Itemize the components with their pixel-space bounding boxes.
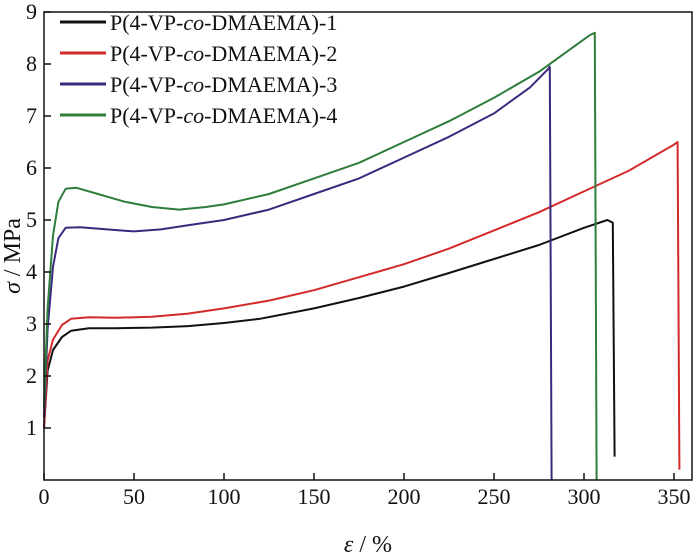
y-axis-unit: / MPa	[0, 218, 26, 282]
legend-label-2: P(4-VP-co-DMAEMA)-2	[110, 41, 337, 66]
x-tick-label: 50	[123, 484, 145, 509]
legend-label-1: P(4-VP-co-DMAEMA)-1	[110, 10, 337, 35]
x-tick-label: 100	[208, 484, 241, 509]
series-line-2	[43, 141, 681, 470]
x-tick-label: 350	[658, 484, 691, 509]
x-tick-label: 300	[568, 484, 601, 509]
y-tick-label: 5	[26, 207, 37, 232]
legend-label-3: P(4-VP-co-DMAEMA)-3	[110, 72, 337, 97]
x-axis-unit: / %	[353, 532, 392, 558]
x-tick-label: 0	[39, 484, 50, 509]
y-axis-title: σ / MPa	[0, 218, 26, 294]
y-tick-label: 7	[26, 103, 37, 128]
x-tick-label: 150	[298, 484, 331, 509]
series-line-4	[43, 31, 598, 481]
y-tick-label: 9	[26, 0, 37, 24]
series-line-1	[43, 219, 616, 457]
series-line-3	[43, 65, 553, 481]
plot-frame	[43, 11, 693, 481]
y-axis-symbol: σ	[0, 281, 26, 294]
y-tick-label: 3	[26, 311, 37, 336]
legend-label-4: P(4-VP-co-DMAEMA)-4	[110, 103, 337, 128]
x-axis-symbol: ε	[344, 532, 354, 558]
x-tick-label: 200	[388, 484, 421, 509]
y-tick-label: 1	[26, 415, 37, 440]
y-tick-label: 8	[26, 51, 37, 76]
legend: P(4-VP-co-DMAEMA)-1 P(4-VP-co-DMAEMA)-2 P(…	[60, 10, 337, 128]
x-axis-title: ε / %	[344, 532, 392, 558]
series-layer	[43, 31, 681, 481]
x-tick-label: 250	[478, 484, 511, 509]
y-tick-label: 2	[26, 363, 37, 388]
y-tick-label: 6	[26, 155, 37, 180]
y-tick-label: 4	[26, 259, 37, 284]
